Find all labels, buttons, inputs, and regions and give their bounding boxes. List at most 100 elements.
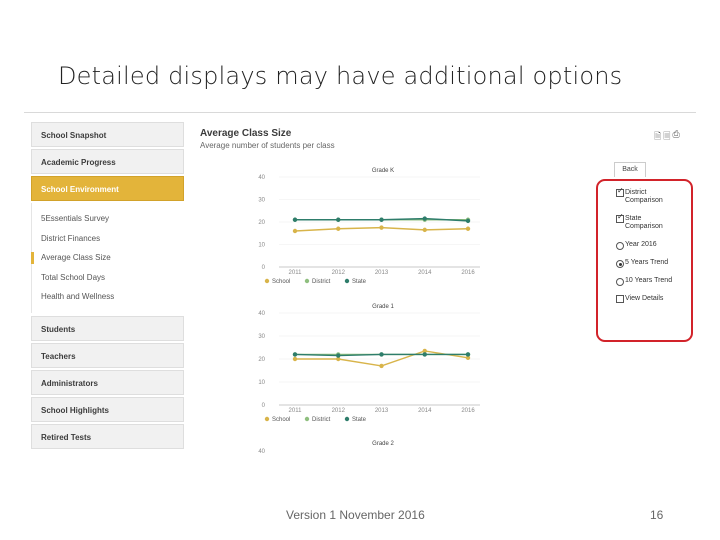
sidebar-item-teachers[interactable]: Teachers	[31, 342, 184, 368]
sidebar-item-academic-progress[interactable]: Academic Progress	[31, 149, 184, 174]
x-tick-label: 2013	[375, 270, 389, 276]
y-tick-label: 30	[258, 334, 265, 340]
x-tick-label: 2012	[332, 270, 346, 276]
y-tick-label: 10	[258, 380, 265, 386]
y-tick-label: 40	[258, 175, 265, 181]
option-10-years-trend[interactable]: 10 Years Trend	[616, 277, 673, 286]
checkbox[interactable]	[616, 213, 624, 223]
legend-label-school: School	[272, 417, 290, 423]
y-tick-label: 30	[258, 198, 265, 204]
radio-button[interactable]	[616, 260, 624, 268]
sidebar-nav: School Snapshot Academic Progress School…	[31, 122, 184, 451]
option-label: View Details	[625, 295, 664, 302]
class-size-charts: Grade K 0 10 20 30 40 2011 2012 2013 2014 2016 Scho…	[258, 168, 480, 455]
legend-label-school: School	[272, 279, 290, 285]
y-tick-label: 40	[258, 449, 265, 455]
data-point-state	[336, 353, 341, 358]
x-tick-label: 2011	[289, 270, 303, 276]
option-label: 5 Years Trend	[625, 259, 669, 266]
data-point-state	[379, 217, 384, 222]
legend-marker-school	[264, 416, 270, 422]
sidebar-item-administrators[interactable]: Administrators	[31, 369, 184, 395]
footer-version: Version 1 November 2016	[286, 508, 425, 522]
x-tick-label: 2014	[418, 270, 432, 276]
title-divider	[24, 112, 696, 113]
panel-title: Average Class Size	[200, 128, 292, 139]
option-label: District Comparison	[625, 189, 663, 204]
sidebar-item-students[interactable]: Students	[31, 315, 184, 341]
page-number: 16	[650, 508, 664, 522]
option-label: Year 2016	[625, 241, 657, 248]
y-tick-label: 10	[258, 243, 265, 249]
y-tick-label: 20	[258, 220, 265, 226]
data-point-school	[465, 355, 471, 361]
data-point-school	[465, 226, 471, 231]
data-point-school	[336, 226, 341, 231]
x-tick-label: 2012	[332, 408, 346, 414]
option-year-2016[interactable]: Year 2016	[616, 241, 657, 250]
excel-icon[interactable]: 🗏	[663, 131, 671, 141]
sidebar-item-school-snapshot[interactable]: School Snapshot	[31, 122, 184, 147]
chart-title: Grade 2	[372, 441, 394, 447]
x-tick-label: 2014	[418, 408, 432, 414]
export-toolbar: 🗎 🗏 ⎙	[654, 129, 680, 145]
sidebar-subitem-district-finances[interactable]: District Finances	[41, 233, 101, 243]
legend-label-district: District	[312, 417, 331, 423]
data-point-school	[379, 363, 384, 369]
print-icon[interactable]: ⎙	[672, 129, 680, 139]
data-point-school	[422, 227, 427, 233]
legend-label-state: State	[352, 279, 367, 285]
x-tick-label: 2016	[461, 408, 475, 414]
y-tick-label: 0	[262, 403, 266, 409]
sidebar-item-school-highlights[interactable]: School Highlights	[31, 396, 184, 422]
data-point-school	[379, 225, 384, 230]
y-tick-label: 20	[258, 357, 265, 363]
sidebar-subitem-average-class-size[interactable]: Average Class Size	[31, 248, 184, 268]
legend-marker-district	[304, 416, 310, 422]
option-label: State Comparison	[625, 215, 663, 230]
legend-marker-state	[344, 416, 350, 422]
legend-marker-school	[264, 278, 270, 284]
data-point-state	[336, 217, 341, 222]
data-point-state	[465, 218, 471, 224]
legend-label-district: District	[312, 279, 331, 285]
checkbox[interactable]	[616, 187, 624, 197]
chart-title: Grade 1	[372, 304, 394, 310]
radio-button[interactable]	[616, 242, 624, 250]
x-tick-label: 2013	[375, 408, 389, 414]
sidebar-item-school-environment[interactable]: School Environment	[31, 176, 184, 201]
legend-label-state: State	[352, 417, 367, 423]
option-view-details[interactable]: View Details	[616, 295, 663, 303]
chart-title: Grade K	[372, 168, 394, 174]
data-point-school	[422, 348, 427, 354]
data-point-school	[292, 228, 298, 234]
radio-button[interactable]	[616, 278, 624, 286]
pdf-icon[interactable]: 🗎	[654, 131, 662, 141]
data-point-school	[292, 356, 298, 362]
option-5-years-trend[interactable]: 5 Years Trend	[616, 259, 669, 268]
data-point-state	[422, 352, 427, 357]
sidebar-sub-list: 5Essentials Survey District Finances Ave…	[31, 203, 184, 313]
sidebar-subitem-5essentials[interactable]: 5Essentials Survey	[41, 214, 110, 223]
legend-marker-district	[304, 278, 310, 284]
data-point-state	[379, 352, 384, 357]
back-button[interactable]: Back	[614, 162, 646, 177]
data-point-state	[292, 217, 298, 222]
panel-subtitle: Average number of students per class	[200, 141, 335, 150]
sidebar-subitem-total-school-days[interactable]: Total School Days	[41, 272, 106, 282]
checkbox[interactable]	[616, 295, 624, 303]
legend-marker-state	[344, 278, 350, 284]
y-tick-label: 0	[262, 265, 266, 271]
data-point-state	[465, 352, 471, 357]
x-tick-label: 2016	[461, 270, 475, 276]
sidebar-subitem-health-wellness[interactable]: Health and Wellness	[41, 292, 115, 302]
option-label: 10 Years Trend	[625, 277, 673, 284]
y-tick-label: 40	[258, 311, 265, 317]
sidebar-item-retired-tests[interactable]: Retired Tests	[31, 423, 184, 449]
x-tick-label: 2011	[289, 408, 303, 414]
data-point-school	[336, 356, 341, 362]
data-point-state	[292, 352, 298, 357]
